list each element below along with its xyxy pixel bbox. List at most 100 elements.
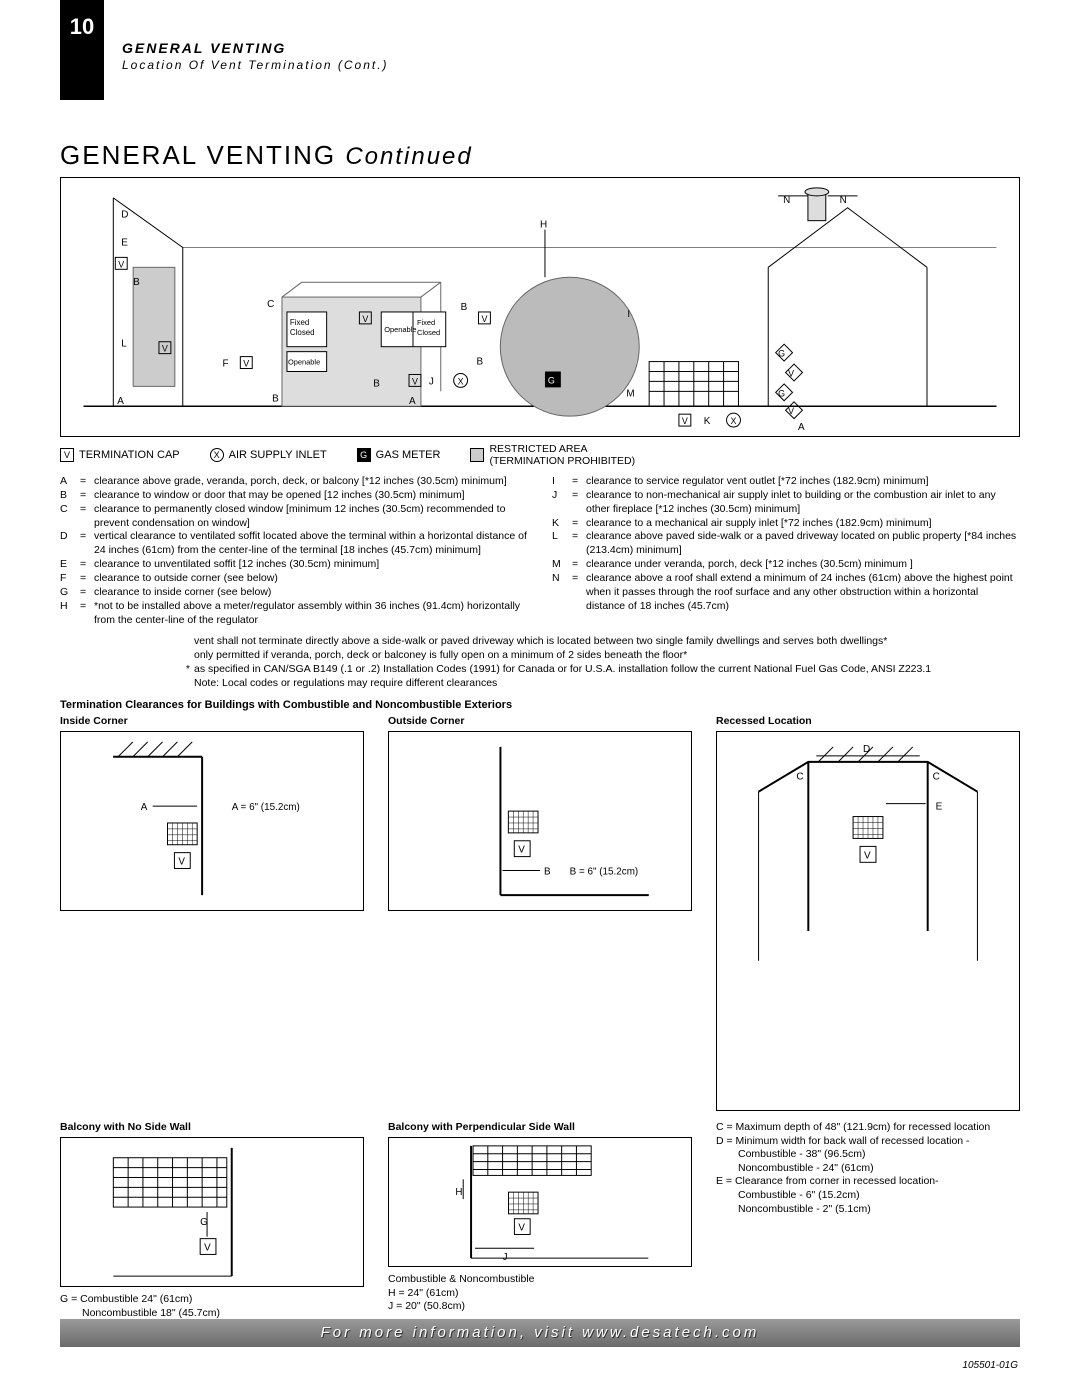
legend-sublabel: (TERMINATION PROHIBITED) xyxy=(489,455,635,467)
svg-text:A: A xyxy=(117,396,124,407)
svg-text:V: V xyxy=(412,376,418,386)
legend-label: AIR SUPPLY INLET xyxy=(229,449,327,461)
def-eq: = xyxy=(572,475,586,489)
svg-text:Closed: Closed xyxy=(417,328,440,337)
notes-block: vent shall not terminate directly above … xyxy=(180,635,1020,690)
page-number: 10 xyxy=(70,14,94,40)
svg-text:B: B xyxy=(272,393,279,404)
cell-title: Balcony with No Side Wall xyxy=(60,1121,364,1133)
svg-text:M: M xyxy=(626,388,634,399)
def-key: C xyxy=(60,503,80,531)
svg-text:V: V xyxy=(362,314,368,324)
def-eq: = xyxy=(572,489,586,517)
def-row: I=clearance to service regulator vent ou… xyxy=(552,475,1020,489)
balcony-perp-diagram: H V J xyxy=(388,1137,692,1267)
def-text: clearance under veranda, porch, deck [*1… xyxy=(586,558,1020,572)
recessed-note-line: Noncombustible - 24" (61cm) xyxy=(716,1162,1020,1176)
note-text: as specified in CAN/SGA B149 (.1 or .2) … xyxy=(194,663,1020,677)
def-eq: = xyxy=(80,600,94,628)
svg-text:V: V xyxy=(178,856,185,867)
section-title-cont: Continued xyxy=(345,143,472,170)
legend-label: TERMINATION CAP xyxy=(79,449,180,461)
legend-row: V TERMINATION CAP X AIR SUPPLY INLET G G… xyxy=(60,443,1020,467)
def-text: clearance above grade, veranda, porch, d… xyxy=(94,475,528,489)
def-row: C=clearance to permanently closed window… xyxy=(60,503,528,531)
main-venting-diagram: D E V B L V A F V FixedClosed Openable C… xyxy=(60,177,1020,437)
def-key: M xyxy=(552,558,572,572)
page-number-box: 10 xyxy=(60,0,104,100)
svg-text:G: G xyxy=(778,388,785,398)
def-eq: = xyxy=(80,530,94,558)
def-row: J=clearance to non-mechanical air supply… xyxy=(552,489,1020,517)
recessed-note-line: Noncombustible - 2" (5.1cm) xyxy=(716,1203,1020,1217)
svg-text:B: B xyxy=(544,866,551,877)
legend-termination-cap: V TERMINATION CAP xyxy=(60,443,180,467)
svg-text:N: N xyxy=(840,195,847,206)
def-text: clearance to unventilated soffit [12 inc… xyxy=(94,558,528,572)
def-text: clearance to service regulator vent outl… xyxy=(586,475,1020,489)
def-row: K=clearance to a mechanical air supply i… xyxy=(552,517,1020,531)
def-key: A xyxy=(60,475,80,489)
recessed-note-line: E = Clearance from corner in recessed lo… xyxy=(716,1175,1020,1189)
def-row: H=*not to be installed above a meter/reg… xyxy=(60,600,528,628)
svg-text:J: J xyxy=(503,1252,508,1263)
svg-text:V: V xyxy=(518,845,525,856)
def-row: E=clearance to unventilated soffit [12 i… xyxy=(60,558,528,572)
svg-text:B: B xyxy=(461,302,468,313)
def-text: clearance to inside corner (see below) xyxy=(94,586,528,600)
def-key: D xyxy=(60,530,80,558)
note-row: only permitted if veranda, porch, deck o… xyxy=(180,649,1020,663)
def-key: H xyxy=(60,600,80,628)
cell-title: Recessed Location xyxy=(716,715,1020,727)
cell-title: Balcony with Perpendicular Side Wall xyxy=(388,1121,692,1133)
def-eq: = xyxy=(80,586,94,600)
svg-text:V: V xyxy=(788,368,794,378)
svg-text:Fixed: Fixed xyxy=(417,318,435,327)
note-star xyxy=(180,635,194,649)
legend-label: RESTRICTED AREA xyxy=(489,443,635,455)
cell-title: Inside Corner xyxy=(60,715,364,727)
svg-text:F: F xyxy=(222,359,228,370)
svg-text:B: B xyxy=(476,357,483,368)
def-key: I xyxy=(552,475,572,489)
note: J = 20" (50.8cm) xyxy=(388,1300,692,1314)
definitions-block: A=clearance above grade, veranda, porch,… xyxy=(60,475,1020,627)
svg-text:Openable: Openable xyxy=(384,325,416,334)
def-text: clearance to permanently closed window [… xyxy=(94,503,528,531)
cell-recessed: Recessed Location D C C E xyxy=(716,715,1020,1111)
v-symbol-icon: V xyxy=(60,448,74,462)
note-text: vent shall not terminate directly above … xyxy=(194,635,1020,649)
def-key: N xyxy=(552,572,572,614)
note: G = Combustible 24" (61cm) xyxy=(60,1293,364,1307)
svg-text:J: J xyxy=(429,376,434,387)
def-eq: = xyxy=(80,503,94,531)
def-eq: = xyxy=(572,558,586,572)
grid-row-1: Inside Corner A A = 6" (15.2cm) V Outsid… xyxy=(60,715,1020,1111)
svg-text:L: L xyxy=(121,339,127,350)
def-text: clearance to window or door that may be … xyxy=(94,489,528,503)
def-key: B xyxy=(60,489,80,503)
note-text: Note: Local codes or regulations may req… xyxy=(194,677,1020,691)
svg-text:V: V xyxy=(118,259,124,269)
def-key: G xyxy=(60,586,80,600)
note-star xyxy=(180,649,194,663)
svg-text:C: C xyxy=(267,299,274,310)
def-text: vertical clearance to ventilated soffit … xyxy=(94,530,528,558)
header-subtitle: Location Of Vent Termination (Cont.) xyxy=(122,58,389,72)
svg-text:C: C xyxy=(933,772,940,783)
svg-text:E: E xyxy=(121,237,128,248)
cell-balcony-perp: Balcony with Perpendicular Side Wall H V xyxy=(388,1121,692,1320)
main-diagram-svg: D E V B L V A F V FixedClosed Openable C… xyxy=(61,178,1019,436)
recessed-note-line: Combustible - 6" (15.2cm) xyxy=(716,1189,1020,1203)
section-title: GENERAL VENTING Continued xyxy=(60,140,1020,171)
def-eq: = xyxy=(572,572,586,614)
balcony-noside-diagram: G V xyxy=(60,1137,364,1287)
svg-text:X: X xyxy=(458,376,464,386)
svg-text:G: G xyxy=(778,349,785,359)
svg-text:V: V xyxy=(162,344,168,354)
svg-text:C: C xyxy=(796,772,803,783)
def-text: clearance above a roof shall extend a mi… xyxy=(586,572,1020,614)
note-star xyxy=(180,677,194,691)
x-symbol-icon: X xyxy=(210,448,224,462)
svg-text:A: A xyxy=(409,396,416,407)
